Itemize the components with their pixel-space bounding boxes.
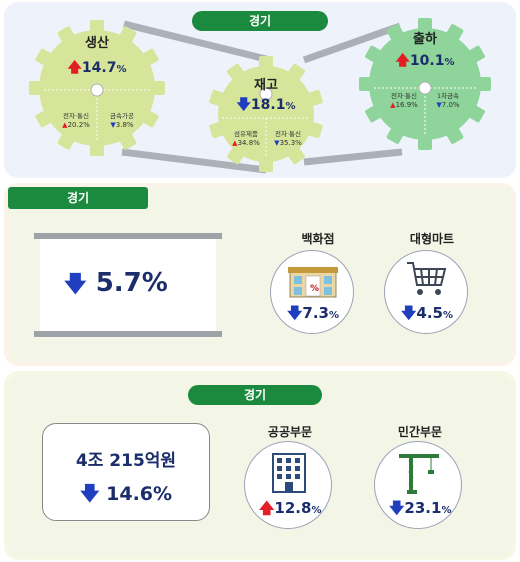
arrow-down-icon: 🡇 — [401, 304, 417, 322]
inventory-item-value: ▲34.8% — [232, 139, 260, 147]
shipment-item-name: 전자·통신 — [391, 92, 417, 100]
hypermarket-label: 대형마트 — [409, 232, 455, 246]
production-value: 🡅14.7% — [67, 60, 127, 76]
gear-diagram — [29, 18, 491, 174]
shipment-item-value: ▼7.0% — [436, 101, 460, 109]
production-item-name: 전자·통신 — [63, 112, 89, 120]
production-title: 생산 — [85, 36, 109, 51]
inventory-item-name: 전자·통신 — [275, 130, 301, 138]
retail-panel: 경기 🡇 5.7% 백화점 % 🡇7.3% 대형마트 — [4, 183, 516, 366]
retail-total-value: 🡇 5.7% — [64, 268, 168, 298]
scroll-top-bar — [34, 233, 222, 239]
arrow-down-icon: 🡇 — [389, 499, 405, 517]
inventory-value: 🡇18.1% — [236, 97, 296, 113]
arrow-down-icon: 🡇 — [287, 304, 303, 322]
scroll-bottom-bar — [34, 331, 222, 337]
construction-total-value: 🡇 14.6% — [79, 483, 173, 505]
arrow-up-icon: 🡅 — [259, 499, 275, 517]
section-label: 경기 — [188, 385, 322, 405]
public-sector-circle: 🡅12.8% — [244, 441, 332, 529]
arrow-up-icon: 🡅 — [67, 60, 82, 76]
department-store-label: 백화점 — [301, 232, 335, 246]
production-item-name: 금속가공 — [110, 112, 134, 120]
inventory-gear — [209, 56, 323, 172]
department-store-circle: % 🡇7.3% — [270, 250, 354, 334]
private-sector-value: 🡇23.1% — [389, 499, 452, 517]
hypermarket-circle: 🡇4.5% — [384, 250, 468, 334]
shipment-item-name: 1차금속 — [436, 92, 460, 100]
section-label: 경기 — [192, 11, 328, 31]
public-sector-label: 공공부문 — [267, 425, 313, 439]
shipment-item-value: ▲16.9% — [390, 101, 418, 109]
construction-panel: 경기 4조 215억원 🡇 14.6% 공공부문 🡅12.8% 민간부문 — [4, 371, 516, 560]
hypermarket-value: 🡇4.5% — [401, 304, 454, 322]
shopping-cart-icon — [407, 262, 447, 295]
inventory-item-value: ▼35.3% — [274, 139, 302, 147]
section-label: 경기 — [8, 187, 148, 209]
production-panel: 경기 생산 🡅14.7% 전자·통신 ▲20.2% 금속가공 ▼3.8% 재고 … — [4, 2, 516, 178]
inventory-title: 재고 — [254, 78, 278, 93]
belt-connectors — [121, 20, 403, 174]
construction-total-box: 4조 215억원 🡇 14.6% — [42, 423, 210, 521]
private-sector-circle: 🡇23.1% — [374, 441, 462, 529]
department-store-icon: % — [288, 267, 338, 298]
private-sector-label: 민간부문 — [397, 425, 443, 439]
shipment-title: 출하 — [413, 32, 437, 47]
construction-amount: 4조 215억원 — [75, 451, 177, 471]
svg-text:%: % — [310, 284, 319, 294]
arrow-down-icon: 🡇 — [79, 483, 100, 505]
public-sector-value: 🡅12.8% — [259, 499, 322, 517]
department-store-value: 🡇7.3% — [287, 304, 340, 322]
production-item-value: ▼3.8% — [110, 121, 134, 129]
arrow-down-icon: 🡇 — [64, 272, 87, 297]
arrow-down-icon: 🡇 — [236, 97, 251, 113]
production-item-value: ▲20.2% — [62, 121, 90, 129]
arrow-up-icon: 🡅 — [395, 53, 410, 69]
retail-total-box: 🡇 5.7% — [40, 239, 216, 331]
building-icon — [272, 453, 306, 493]
shipment-value: 🡅10.1% — [395, 53, 455, 69]
crane-icon — [399, 454, 439, 494]
inventory-item-name: 섬유제품 — [234, 130, 258, 138]
